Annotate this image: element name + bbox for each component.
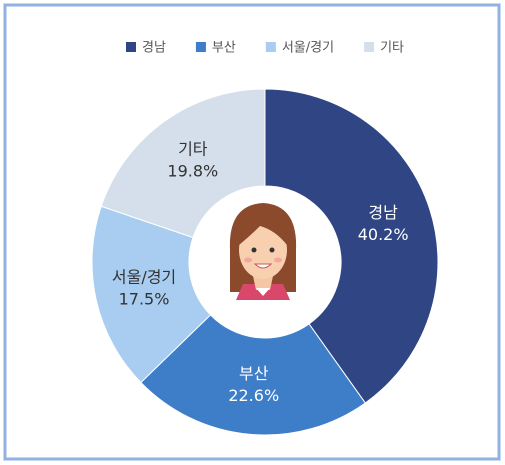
avatar-icon (230, 203, 296, 300)
legend-swatch (266, 42, 276, 52)
legend-label: 기타 (380, 41, 404, 56)
legend-label: 경남 (142, 41, 166, 56)
chart: 경남40.2%부산22.6%서울/경기17.5%기타19.8%경남부산서울/경기… (0, 0, 505, 465)
legend-swatch (196, 42, 206, 52)
legend-label: 부산 (212, 41, 236, 56)
slice-label: 서울/경기 (112, 268, 176, 287)
slice-value: 17.5% (119, 290, 170, 309)
slice-label: 부산 (239, 364, 269, 383)
slice-label: 기타 (178, 140, 208, 159)
slice-value: 19.8% (167, 162, 218, 181)
legend-swatch (126, 42, 136, 52)
legend-label: 서울/경기 (282, 41, 334, 56)
slice-value: 22.6% (228, 386, 279, 405)
slice-label: 경남 (368, 203, 398, 222)
page: 경남40.2%부산22.6%서울/경기17.5%기타19.8%경남부산서울/경기… (0, 0, 505, 465)
legend-swatch (364, 42, 374, 52)
slice-value: 40.2% (358, 225, 409, 244)
